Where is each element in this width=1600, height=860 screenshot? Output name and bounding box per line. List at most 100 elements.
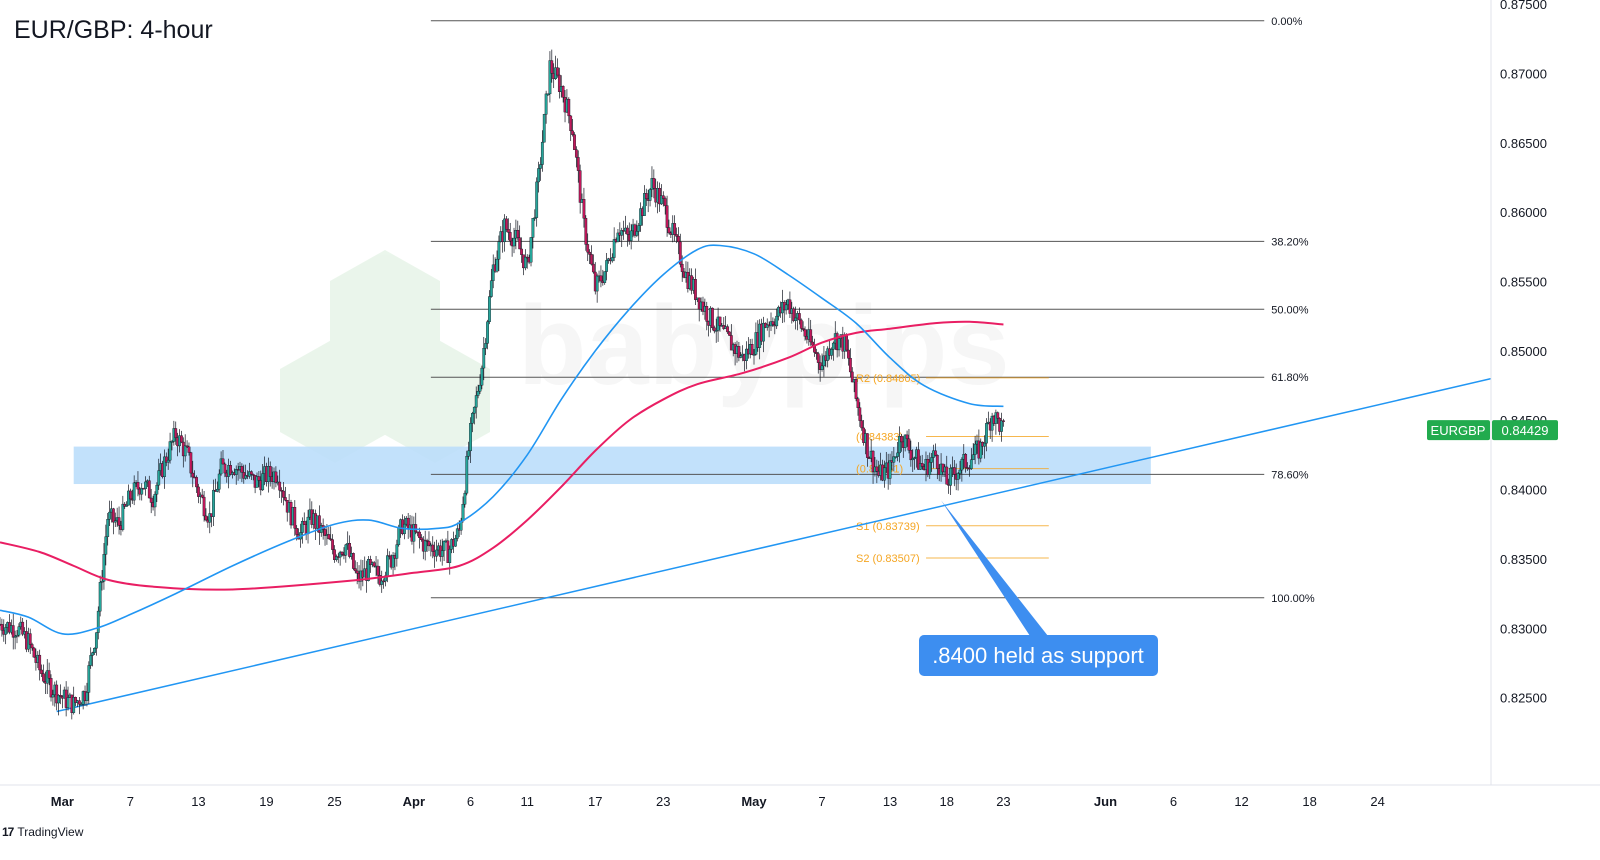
- candle-body: [166, 459, 170, 463]
- candle-body: [894, 456, 898, 458]
- candle-body: [89, 655, 93, 666]
- candle-body: [125, 504, 129, 507]
- candle-body: [557, 74, 561, 92]
- candle-body: [728, 331, 731, 336]
- candle-body: [85, 692, 89, 701]
- candle-body: [355, 570, 359, 574]
- price-axis[interactable]: 0.87500 0.87000 0.86500 0.86000 0.85500 0.850…: [1500, 0, 1547, 706]
- fib-level-label: 38.20%: [1271, 236, 1309, 248]
- candle-body: [300, 521, 304, 533]
- candle-body: [282, 490, 285, 498]
- candle-body: [750, 344, 754, 356]
- candle-body: [599, 275, 603, 282]
- price-tick-label: 0.86500: [1500, 136, 1547, 151]
- candle-body: [903, 434, 907, 448]
- candle-body: [435, 549, 438, 557]
- candle-body: [480, 367, 484, 386]
- candle-body: [454, 538, 457, 547]
- candle-body: [934, 450, 937, 456]
- candle-body: [520, 248, 523, 255]
- candle-body: [223, 463, 227, 474]
- candle-body: [537, 168, 540, 183]
- candle-body: [278, 481, 282, 491]
- candle-body: [544, 93, 548, 115]
- fib-level-label: 78.60%: [1271, 469, 1309, 481]
- candle-body: [32, 647, 36, 658]
- candle-body: [958, 469, 962, 474]
- candle-body: [830, 348, 833, 356]
- candle-body: [663, 198, 667, 206]
- candle-body: [467, 450, 471, 457]
- candle-body: [28, 633, 32, 645]
- candle-body: [811, 341, 814, 346]
- candle-body: [420, 537, 423, 541]
- fib-level-label: 0.00%: [1271, 16, 1302, 28]
- candle-body: [508, 232, 512, 242]
- candle-body: [633, 224, 637, 236]
- symbol-label: EURGBP: [1431, 423, 1486, 438]
- candle-body: [539, 164, 542, 169]
- candle-body: [128, 490, 132, 500]
- candle-body: [442, 540, 446, 551]
- candle-body: [353, 568, 357, 572]
- candle-body: [382, 580, 386, 583]
- candle-body: [98, 582, 102, 612]
- candle-body: [675, 234, 678, 237]
- candle-body: [200, 494, 204, 498]
- candle-body: [202, 496, 206, 517]
- candle-body: [665, 205, 669, 228]
- candle-body: [875, 466, 879, 472]
- candle-body: [187, 446, 191, 453]
- candle-body: [431, 544, 435, 552]
- candle-body: [255, 476, 259, 488]
- time-tick-label: 25: [327, 794, 341, 809]
- time-tick-label: 12: [1234, 794, 1248, 809]
- candle-body: [1000, 420, 1003, 432]
- candle-body: [191, 472, 195, 478]
- candle-body: [153, 493, 157, 508]
- candle-body: [983, 442, 986, 447]
- candle-body: [516, 230, 520, 238]
- candle-body: [945, 466, 949, 485]
- candle-body: [476, 391, 480, 396]
- candle-body: [268, 466, 272, 477]
- candle-body: [590, 254, 593, 265]
- candle-body: [0, 624, 4, 631]
- time-axis[interactable]: Mar 7 13 19 25 Apr 6 11 17 23 May 7 13 18 23 Jun 6 12 18 24: [51, 794, 1385, 809]
- watermark-text: babypips: [518, 283, 1010, 408]
- candle-body: [612, 239, 616, 258]
- time-tick-label: 23: [656, 794, 670, 809]
- candle-body: [30, 644, 34, 649]
- candle-body: [714, 330, 718, 332]
- candle-body: [455, 528, 459, 539]
- pivot-level-label: R2 (0.84805): [856, 373, 920, 385]
- time-tick-label: 23: [996, 794, 1010, 809]
- candle-body: [775, 315, 779, 327]
- candle-body: [327, 534, 331, 540]
- candle-body: [882, 467, 886, 481]
- candle-body: [244, 475, 248, 479]
- candle-body: [561, 86, 565, 98]
- candle-body: [542, 114, 546, 143]
- candle-body: [905, 434, 909, 440]
- candle-body: [240, 466, 244, 473]
- candle-body: [680, 263, 684, 272]
- candle-body: [588, 251, 591, 255]
- candle-body: [4, 627, 8, 635]
- candle-body: [535, 181, 539, 218]
- candle-body: [660, 195, 663, 205]
- candle-body: [529, 237, 533, 263]
- time-tick-label: 18: [940, 794, 954, 809]
- tradingview-brand[interactable]: 17 TradingView: [2, 825, 83, 839]
- candle-body: [794, 317, 797, 321]
- callout-text: .8400 held as support: [932, 643, 1144, 668]
- candle-body: [917, 449, 920, 470]
- candle-body: [465, 456, 469, 494]
- price-tick-label: 0.87500: [1500, 0, 1547, 12]
- time-tick-label: Mar: [51, 794, 74, 809]
- candle-body: [42, 673, 45, 682]
- candle-body: [603, 271, 607, 283]
- candle-body: [397, 527, 401, 545]
- candle-body: [909, 450, 913, 461]
- ascending-trendline[interactable]: [56, 377, 1492, 713]
